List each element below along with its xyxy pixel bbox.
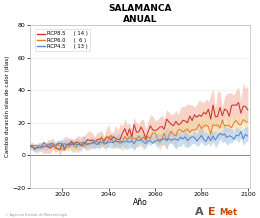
Text: Met: Met [220,208,238,217]
Title: SALAMANCA
ANUAL: SALAMANCA ANUAL [108,4,172,24]
Text: A: A [195,207,204,217]
Y-axis label: Cambio duración olas de calor (días): Cambio duración olas de calor (días) [4,56,10,157]
Text: © Agencia Estatal de Meteorología: © Agencia Estatal de Meteorología [5,213,67,217]
Text: E: E [208,207,216,217]
X-axis label: Año: Año [133,198,147,207]
Legend: RCP8.5     ( 14 ), RCP6.0     (  6 ), RCP4.5     ( 13 ): RCP8.5 ( 14 ), RCP6.0 ( 6 ), RCP4.5 ( 13… [35,29,90,51]
